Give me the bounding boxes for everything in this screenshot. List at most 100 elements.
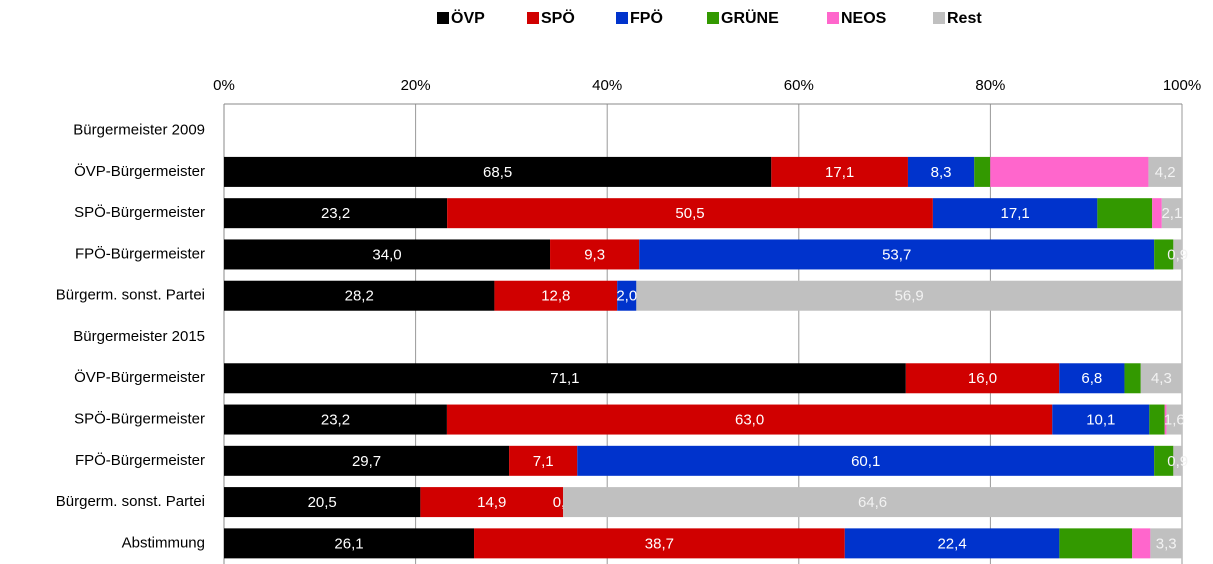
- data-label: 53,7: [882, 246, 911, 263]
- x-tick-label: 100%: [1163, 77, 1201, 94]
- data-label: 23,2: [321, 205, 350, 222]
- bar-segment: [1149, 404, 1165, 435]
- legend-label: NEOS: [841, 10, 887, 27]
- data-label: 0,9: [1167, 246, 1188, 263]
- data-label: 68,5: [483, 164, 512, 181]
- data-label: 4,3: [1151, 370, 1172, 387]
- bar-segment: [639, 239, 1155, 270]
- legend-label: FPÖ: [630, 8, 663, 27]
- bar-segment: [509, 445, 578, 476]
- bar-segment: [224, 528, 475, 559]
- bar-segment: [1166, 404, 1182, 435]
- bar-segment: [447, 198, 933, 229]
- y-tick-label: FPÖ-Bürgermeister: [75, 451, 205, 469]
- data-label: 1,6: [1164, 412, 1185, 429]
- bar-segment: [224, 487, 421, 518]
- x-tick-label: 20%: [401, 77, 431, 94]
- bar-segment: [550, 239, 640, 270]
- bar-segment: [1164, 404, 1167, 435]
- legend-label: GRÜNE: [721, 8, 779, 27]
- bar-segment: [224, 156, 772, 187]
- bar-segment: [844, 528, 1060, 559]
- legend-swatch: [616, 12, 628, 24]
- bar-segment: [224, 445, 510, 476]
- data-label: 0,9: [1167, 453, 1188, 470]
- bar-segment: [1140, 363, 1182, 394]
- data-label: 12,8: [541, 288, 570, 305]
- bar-segment: [1097, 198, 1153, 229]
- data-label: 4,2: [1155, 164, 1176, 181]
- data-label: 50,5: [675, 205, 704, 222]
- y-tick-label: FPÖ-Bürgermeister: [75, 244, 205, 262]
- data-label: 8,3: [931, 164, 952, 181]
- x-tick-label: 0%: [213, 77, 235, 94]
- bar-segment: [474, 528, 845, 559]
- data-label: 56,9: [895, 288, 924, 305]
- data-label: 17,1: [1001, 205, 1030, 222]
- legend-swatch: [707, 12, 719, 24]
- data-label: 64,6: [858, 494, 887, 511]
- data-label: 10,1: [1086, 412, 1115, 429]
- x-tick-label: 60%: [784, 77, 814, 94]
- bar-segment: [1132, 528, 1151, 559]
- x-tick-label: 80%: [975, 77, 1005, 94]
- data-label: 29,7: [352, 453, 381, 470]
- y-tick-label: Bürgermeister 2009: [73, 122, 205, 139]
- bar-segment: [1161, 198, 1182, 229]
- bar-segment: [1059, 363, 1125, 394]
- data-label: 17,1: [825, 164, 854, 181]
- bar-segment: [974, 156, 991, 187]
- data-label: 71,1: [550, 370, 579, 387]
- bar-segment: [617, 280, 637, 311]
- legend-swatch: [933, 12, 945, 24]
- bar-segment: [1173, 445, 1182, 476]
- bar-segment: [577, 445, 1155, 476]
- y-tick-label: SPÖ-Bürgermeister: [74, 203, 205, 221]
- legend-label: ÖVP: [451, 8, 485, 27]
- data-label: 2,0: [616, 288, 637, 305]
- data-label: 3,3: [1156, 535, 1177, 552]
- bar-segment: [1152, 198, 1162, 229]
- data-label: 26,1: [334, 535, 363, 552]
- data-label: 6,8: [1081, 370, 1102, 387]
- data-label: 22,4: [937, 535, 966, 552]
- legend-label: Rest: [947, 10, 982, 27]
- y-tick-label: Abstimmung: [122, 534, 205, 551]
- bar-segment: [932, 198, 1098, 229]
- y-tick-label: Bürgerm. sonst. Partei: [56, 493, 205, 510]
- data-label: 14,9: [477, 494, 506, 511]
- legend-swatch: [827, 12, 839, 24]
- bar-segment: [990, 156, 1149, 187]
- bar-segment: [563, 487, 1182, 518]
- data-label: 38,7: [645, 535, 674, 552]
- data-label: 9,3: [584, 246, 605, 263]
- bar-segment: [446, 404, 1053, 435]
- legend-label: SPÖ: [541, 8, 575, 27]
- legend-swatch: [437, 12, 449, 24]
- bar-segment: [1154, 445, 1174, 476]
- data-label: 23,2: [321, 412, 350, 429]
- data-label: 16,0: [968, 370, 997, 387]
- bar-segment: [224, 239, 551, 270]
- bar-segment: [1150, 528, 1182, 559]
- bar-segment: [907, 156, 975, 187]
- y-tick-label: ÖVP-Bürgermeister: [74, 162, 205, 180]
- bar-segment: [224, 280, 495, 311]
- bar-segment: [494, 280, 618, 311]
- data-label: 28,2: [345, 288, 374, 305]
- data-label: 63,0: [735, 412, 764, 429]
- bar-segment: [224, 404, 447, 435]
- bar-segment: [224, 363, 906, 394]
- bar-segment: [420, 487, 564, 518]
- bar-segment: [771, 156, 908, 187]
- bar-segment: [636, 280, 1182, 311]
- legend-swatch: [527, 12, 539, 24]
- data-label: 34,0: [372, 246, 401, 263]
- bar-segment: [1052, 404, 1150, 435]
- data-label: 20,5: [308, 494, 337, 511]
- y-tick-label: ÖVP-Bürgermeister: [74, 368, 205, 386]
- data-label: 60,1: [851, 453, 880, 470]
- bar-segment: [1148, 156, 1182, 187]
- bar-segment: [1154, 239, 1174, 270]
